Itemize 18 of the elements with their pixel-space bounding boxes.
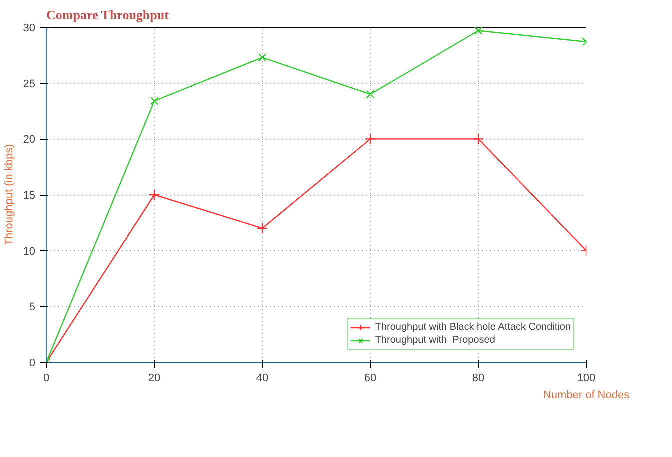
y-tick-label: 30 [23,22,36,34]
x-tick-label: 40 [256,372,269,384]
x-tick-label: 0 [43,372,50,384]
y-axis-title: Throughput (in kbps) [3,144,16,246]
y-tick-label: 15 [23,190,36,202]
y-tick-label: 25 [23,78,36,90]
x-tick-label: 100 [577,372,596,384]
x-tick-label: 60 [364,372,377,384]
chart-title: Compare Throughput [46,8,170,22]
x-axis-title: Number of Nodes [543,390,630,402]
legend-label: Throughput with Black hole Attack Condition [375,321,571,334]
x-tick-label: 20 [148,372,161,384]
x-tick-label: 80 [472,372,485,384]
y-tick-label: 5 [29,302,36,314]
y-tick-label: 20 [23,134,36,146]
y-tick-label: 0 [29,358,36,370]
legend-label: Throughput with Proposed [375,334,496,347]
y-tick-label: 10 [23,246,36,258]
